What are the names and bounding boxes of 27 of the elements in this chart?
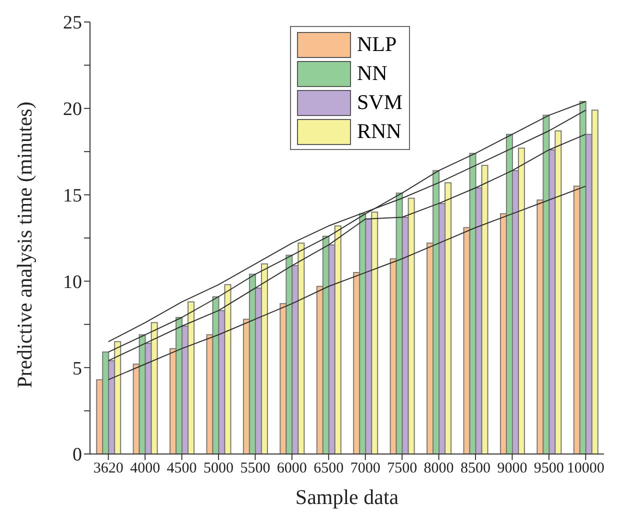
x-tick-label: 3620 xyxy=(93,460,124,477)
x-axis-title: Sample data xyxy=(295,485,400,509)
x-tick-label: 4000 xyxy=(130,460,160,477)
x-tick-label: 7500 xyxy=(387,460,418,477)
legend-label: NLP xyxy=(357,32,397,57)
y-tick-label: 15 xyxy=(63,186,82,207)
legend-label: NN xyxy=(357,61,388,86)
x-tick-label: 9500 xyxy=(534,460,564,477)
legend-label: RNN xyxy=(357,119,402,144)
x-tick-label: 9000 xyxy=(497,460,528,477)
y-tick-label: 25 xyxy=(63,12,82,34)
y-tick-label: 0 xyxy=(72,444,82,466)
x-tick-label: 4500 xyxy=(166,460,197,477)
legend-label: SVM xyxy=(357,90,403,115)
x-tick-label: 6000 xyxy=(276,460,307,477)
x-tick-label: 6500 xyxy=(314,460,344,477)
y-tick-label: 20 xyxy=(63,99,82,120)
y-tick-label: 5 xyxy=(72,358,82,380)
x-tick-label: 7000 xyxy=(350,460,380,477)
y-tick-label: 10 xyxy=(63,272,82,293)
y-axis-title: Predictive analysis time (minutes) xyxy=(12,102,36,388)
x-tick-label: 10000 xyxy=(566,460,604,477)
x-tick-label: 5000 xyxy=(204,460,234,477)
line-series xyxy=(108,186,586,380)
x-tick-label: 5500 xyxy=(240,460,270,477)
x-tick-label: 8500 xyxy=(460,460,490,477)
x-tick-label: 8000 xyxy=(424,460,454,477)
